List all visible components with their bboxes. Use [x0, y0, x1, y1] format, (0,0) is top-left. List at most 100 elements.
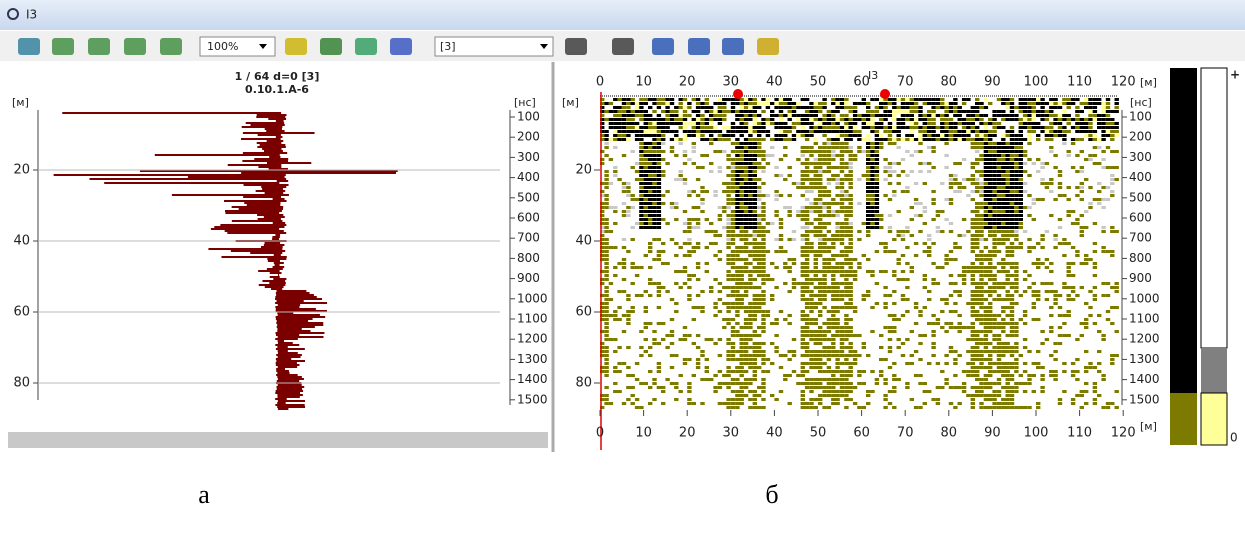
radar-cell: [962, 386, 966, 389]
radar-cell: [984, 126, 988, 129]
radar-cell: [1075, 114, 1079, 117]
radar-cell: [766, 106, 770, 109]
radar-cell: [639, 154, 643, 157]
radar-cell: [992, 126, 996, 129]
radar-cell: [984, 266, 988, 269]
radar-cell: [992, 190, 996, 193]
tool-button[interactable]: [565, 38, 587, 55]
radar-cell: [822, 242, 826, 245]
radar-cell: [849, 146, 853, 149]
radar-cell: [648, 250, 652, 253]
radar-cell: [731, 290, 735, 293]
radar-cell: [931, 138, 935, 141]
trace-sample: [278, 314, 320, 316]
radar-cell: [687, 122, 691, 125]
radar-cell: [657, 290, 661, 293]
radar-cell: [1006, 178, 1010, 181]
radar-cell: [735, 234, 739, 237]
scrollbar[interactable]: [8, 432, 548, 448]
radar-cell: [958, 186, 962, 189]
radar-cell: [835, 310, 839, 313]
radar-cell: [735, 142, 739, 145]
radar-cell: [844, 258, 848, 261]
radar-cell: [687, 194, 691, 197]
tool-button[interactable]: [320, 38, 342, 55]
trace-sample: [265, 286, 284, 288]
radar-cell: [827, 142, 831, 145]
radar-cell: [648, 190, 652, 193]
tool-button[interactable]: [612, 38, 634, 55]
radar-cell: [779, 310, 783, 313]
tool-button[interactable]: [52, 38, 74, 55]
radar-cell: [1084, 178, 1088, 181]
radar-cell: [1053, 342, 1057, 345]
tool-button[interactable]: [285, 38, 307, 55]
radar-cell: [840, 390, 844, 393]
radar-cell: [971, 338, 975, 341]
radar-cell: [696, 226, 700, 229]
radar-cell: [1006, 214, 1010, 217]
radar-cell: [805, 150, 809, 153]
tool-button[interactable]: [88, 38, 110, 55]
radar-cell: [992, 222, 996, 225]
radar-cell: [975, 378, 979, 381]
radar-cell: [1014, 178, 1018, 181]
radar-cell: [875, 218, 879, 221]
radar-cell: [770, 102, 774, 105]
radar-cell: [866, 202, 870, 205]
radar-cell: [923, 210, 927, 213]
radar-cell: [975, 282, 979, 285]
radar-cell: [801, 98, 805, 101]
marker[interactable]: [880, 89, 890, 99]
radar-cell: [1019, 382, 1023, 385]
radar-cell: [814, 178, 818, 181]
tool-button[interactable]: [355, 38, 377, 55]
time-tick-label: 300: [1129, 150, 1152, 164]
radar-cell: [1027, 118, 1031, 121]
tool-button[interactable]: [722, 38, 744, 55]
radar-cell: [958, 110, 962, 113]
tool-button[interactable]: [124, 38, 146, 55]
radar-cell: [705, 118, 709, 121]
radar-cell: [1019, 158, 1023, 161]
tool-button[interactable]: [18, 38, 40, 55]
radar-cell: [1101, 246, 1105, 249]
trace-sample: [224, 200, 287, 202]
radar-cell: [1010, 106, 1014, 109]
radar-cell: [687, 102, 691, 105]
radar-cell: [862, 370, 866, 373]
radar-cell: [626, 138, 630, 141]
radar-cell: [744, 362, 748, 365]
radar-cell: [979, 254, 983, 257]
radar-cell: [740, 370, 744, 373]
radar-cell: [814, 102, 818, 105]
tool-button[interactable]: [652, 38, 674, 55]
radar-cell: [883, 270, 887, 273]
radar-cell: [753, 126, 757, 129]
radar-cell: [897, 106, 901, 109]
radar-cell: [936, 362, 940, 365]
radar-cell: [1049, 262, 1053, 265]
radar-cell: [748, 134, 752, 137]
radar-cell: [613, 98, 617, 101]
tool-button[interactable]: [390, 38, 412, 55]
radar-cell: [984, 202, 988, 205]
radar-cell: [975, 126, 979, 129]
radar-cell: [979, 330, 983, 333]
radar-cell: [801, 246, 805, 249]
radar-cell: [1006, 190, 1010, 193]
tool-button[interactable]: [160, 38, 182, 55]
tool-button[interactable]: [688, 38, 710, 55]
radar-cell: [822, 354, 826, 357]
radar-cell: [1023, 102, 1027, 105]
marker[interactable]: [733, 89, 743, 99]
radar-cell: [918, 126, 922, 129]
radar-cell: [1097, 122, 1101, 125]
tool-button[interactable]: [757, 38, 779, 55]
radar-cell: [1088, 154, 1092, 157]
radar-cell: [966, 134, 970, 137]
radar-cell: [753, 234, 757, 237]
radar-cell: [949, 186, 953, 189]
distance-tick-label: 60: [853, 426, 870, 441]
radar-cell: [971, 106, 975, 109]
